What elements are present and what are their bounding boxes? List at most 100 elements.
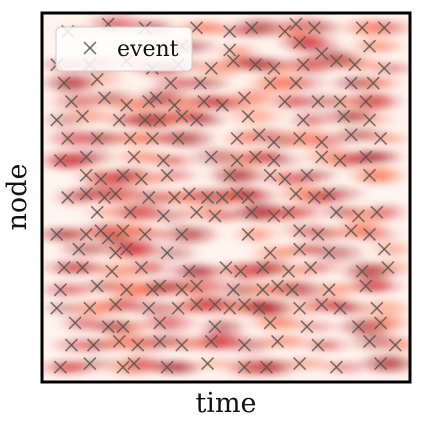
event-point	[75, 109, 90, 123]
heat-spot	[60, 93, 99, 110]
event-point	[329, 205, 343, 219]
heat-spot	[111, 224, 150, 237]
event-point	[226, 283, 240, 297]
event-point	[153, 279, 167, 293]
event-point	[359, 150, 373, 164]
event-point	[193, 76, 207, 90]
event-point	[359, 279, 373, 293]
heat-spot	[380, 20, 405, 35]
heat-spot	[229, 282, 254, 297]
event-point	[182, 187, 196, 201]
event-point	[377, 242, 391, 256]
event-point	[293, 242, 307, 256]
event-point	[153, 113, 167, 127]
heat-spot	[273, 173, 312, 186]
event-point	[296, 58, 310, 72]
heat-spot	[148, 314, 187, 331]
event-point	[120, 242, 134, 256]
event-point	[267, 61, 281, 75]
heat-spot	[258, 260, 283, 275]
event-point	[86, 338, 101, 352]
event-point	[333, 301, 347, 315]
event-point	[355, 21, 369, 35]
event-point	[293, 224, 307, 238]
event-point	[208, 297, 222, 312]
plot-area	[40, 11, 412, 384]
event-point	[160, 246, 174, 260]
event-point	[315, 135, 329, 149]
event-point	[322, 187, 336, 201]
heat-spot	[240, 204, 279, 221]
event-point	[167, 190, 182, 205]
heat-spot	[130, 173, 169, 186]
event-point	[248, 150, 263, 164]
event-point	[293, 356, 307, 371]
event-point	[359, 94, 373, 109]
event-point	[153, 334, 167, 348]
event-point	[267, 135, 281, 149]
heat-spot	[104, 185, 143, 202]
event-point	[201, 190, 215, 205]
legend-label-event: event	[117, 37, 179, 62]
event-point	[237, 91, 251, 105]
event-point	[123, 131, 137, 146]
heat-spot	[288, 357, 327, 370]
event-point	[293, 131, 307, 146]
event-point	[388, 338, 402, 352]
event-point	[83, 356, 97, 371]
event-point	[53, 154, 67, 168]
event-point	[289, 187, 303, 201]
heat-spot	[259, 246, 298, 259]
event-point	[167, 98, 182, 112]
event-point	[293, 35, 307, 50]
event-point	[223, 168, 237, 182]
heat-spot	[259, 316, 298, 329]
event-point	[50, 227, 64, 241]
event-point	[72, 242, 86, 256]
event-point	[61, 190, 75, 205]
event-point	[278, 24, 292, 39]
event-point	[245, 21, 259, 35]
event-point	[370, 301, 384, 315]
event-point	[64, 338, 79, 352]
heat-spot	[240, 19, 279, 36]
event-point	[53, 283, 67, 297]
event-point	[377, 21, 391, 35]
heat-spot	[358, 40, 397, 53]
event-point	[90, 72, 104, 86]
event-point	[351, 209, 366, 223]
heat-spot	[233, 89, 272, 106]
heat-spot	[343, 58, 382, 71]
event-point	[362, 39, 377, 53]
event-point	[311, 94, 325, 109]
event-point	[333, 154, 347, 168]
event-point	[237, 360, 251, 374]
event-point	[344, 76, 358, 90]
heat-spot	[93, 131, 118, 146]
event-point	[304, 261, 318, 275]
heat-spot	[332, 110, 371, 123]
event-point	[311, 338, 325, 352]
heat-spot	[123, 150, 161, 163]
event-point	[127, 356, 141, 371]
event-point	[259, 360, 274, 374]
heat-spot	[163, 245, 188, 260]
heat-spot	[292, 56, 331, 73]
event-point	[145, 131, 159, 146]
heat-spot	[262, 360, 287, 375]
event-point	[189, 113, 204, 127]
heat-spot	[56, 130, 95, 147]
event-point	[281, 264, 296, 278]
legend: event	[55, 26, 193, 72]
heat-spot	[115, 99, 154, 112]
heat-spot	[391, 338, 410, 353]
event-point	[252, 301, 266, 315]
event-point	[116, 168, 130, 182]
event-point	[79, 168, 93, 182]
heat-spot	[340, 128, 379, 141]
heat-spot	[288, 130, 327, 147]
event-point	[160, 168, 174, 182]
event-point	[333, 94, 347, 109]
event-point	[300, 320, 314, 334]
